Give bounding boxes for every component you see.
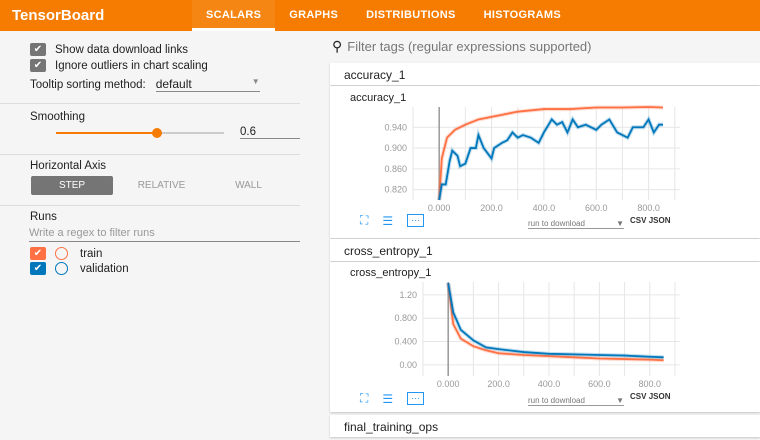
top-bar: TensorBoard SCALARS GRAPHS DISTRIBUTIONS… [0, 0, 760, 31]
tooltip-sorting-row: Tooltip sorting method: default ▼ [30, 77, 260, 92]
fit-domain-icon[interactable]: ⋯ [407, 392, 425, 405]
run-train[interactable]: ✔ train [30, 247, 102, 260]
run-label: validation [80, 262, 129, 275]
x-tick-label: 200.0 [480, 203, 503, 211]
csv-link[interactable]: CSV [630, 216, 647, 225]
chart-title: cross_entropy_1 [350, 267, 432, 279]
fullscreen-icon[interactable]: ⛶ [360, 391, 369, 405]
run-validation[interactable]: ✔ validation [30, 262, 129, 275]
run-label: train [80, 247, 103, 260]
runs-filter-input[interactable]: Write a regex to filter runs [29, 227, 300, 242]
tab-graphs[interactable]: GRAPHS [289, 9, 339, 21]
y-tick-label: 0.00 [399, 360, 417, 370]
json-link[interactable]: JSON [648, 392, 671, 401]
smoothing-value-input[interactable]: 0.6 [240, 126, 300, 139]
divider [0, 205, 300, 206]
relative-button[interactable]: RELATIVE [137, 180, 186, 191]
step-button[interactable]: STEP [31, 176, 113, 195]
series-raw-validation [446, 282, 664, 360]
y-tick-label: 0.400 [394, 337, 417, 347]
select-value: run to download [528, 396, 585, 405]
y-tick-label: 0.800 [394, 313, 417, 323]
series-line-train [447, 283, 664, 362]
fit-domain-icon[interactable]: ⋯ [407, 214, 425, 227]
circle-icon [55, 262, 68, 275]
toggle-y-log-icon[interactable]: ☰ [382, 391, 394, 406]
circle-icon [55, 247, 68, 260]
toggle-y-log-icon[interactable]: ☰ [382, 213, 394, 228]
sidebar: ✔ Show data download links ✔ Ignore outlie… [0, 31, 315, 440]
x-tick-label: 200.0 [487, 379, 510, 389]
x-tick-label: 400.0 [538, 379, 561, 389]
series-line-train [438, 106, 664, 201]
search-icon: ⚲ [332, 38, 343, 54]
checkbox-label: Ignore outliers in chart scaling [55, 59, 208, 72]
x-tick-label: 400.0 [533, 203, 556, 211]
x-tick-label: 600.0 [585, 203, 608, 211]
y-tick-label: 0.900 [384, 143, 407, 153]
tooltip-sorting-select[interactable]: default ▼ [155, 77, 260, 92]
runs-label: Runs [30, 211, 57, 223]
ignore-outliers-checkbox[interactable]: ✔ Ignore outliers in chart scaling [30, 59, 208, 72]
series-raw-validation [437, 115, 663, 201]
tab-distributions[interactable]: DISTRIBUTIONS [366, 9, 456, 21]
select-value: run to download [528, 219, 585, 228]
horizontal-axis-label: Horizontal Axis [30, 160, 107, 172]
fullscreen-icon[interactable]: ⛶ [360, 213, 369, 227]
show-download-links-checkbox[interactable]: ✔ Show data download links [30, 43, 188, 56]
tooltip-sorting-label: Tooltip sorting method: [30, 78, 146, 91]
x-tick-label: 0.000 [428, 203, 451, 211]
chevron-down-icon: ▼ [616, 219, 624, 228]
y-tick-label: 0.820 [384, 185, 407, 195]
chart-card-cross-entropy: cross_entropy_1 0.00 0.400 0.800 1.20 0.000 2… [330, 262, 760, 412]
group-header-accuracy[interactable]: accuracy_1 [330, 63, 760, 85]
x-tick-label: 800.0 [638, 379, 661, 389]
checkbox-label: Show data download links [55, 43, 188, 56]
run-to-download-select[interactable]: run to download ▼ [528, 396, 624, 406]
chart-title: accuracy_1 [350, 92, 407, 104]
chevron-down-icon: ▼ [251, 77, 260, 86]
divider [0, 103, 300, 104]
x-tick-label: 800.0 [637, 203, 660, 211]
smoothing-label: Smoothing [30, 111, 85, 123]
check-icon: ✔ [30, 59, 46, 72]
group-header-final-training-ops[interactable]: final_training_ops [330, 415, 760, 437]
app-title: TensorBoard [12, 7, 105, 24]
series-line-validation [438, 117, 663, 201]
tag-filter-input[interactable]: ⚲ Filter tags (regular expressions suppor… [332, 38, 592, 55]
y-tick-label: 0.860 [384, 164, 407, 174]
x-tick-label: 600.0 [588, 379, 611, 389]
accuracy-chart[interactable]: 0.820 0.860 0.900 0.940 0.000 200.0 400.0 600.0… [330, 86, 760, 211]
divider [0, 154, 300, 155]
smoothing-slider[interactable] [56, 128, 224, 138]
slider-knob[interactable] [152, 128, 162, 138]
run-to-download-select[interactable]: run to download ▼ [528, 219, 624, 229]
group-header-cross-entropy[interactable]: cross_entropy_1 [330, 239, 760, 261]
main-panel: ⚲ Filter tags (regular expressions suppor… [322, 31, 760, 440]
check-icon: ✔ [30, 43, 46, 56]
csv-link[interactable]: CSV [630, 392, 647, 401]
check-icon[interactable]: ✔ [30, 262, 46, 275]
x-tick-label: 0.000 [437, 379, 460, 389]
tab-scalars[interactable]: SCALARS [192, 0, 276, 31]
tab-histograms[interactable]: HISTOGRAMS [483, 9, 561, 21]
y-tick-label: 0.940 [384, 122, 407, 132]
chevron-down-icon: ▼ [616, 396, 624, 405]
json-link[interactable]: JSON [648, 216, 671, 225]
check-icon[interactable]: ✔ [30, 247, 46, 260]
cross-entropy-chart[interactable]: 0.00 0.400 0.800 1.20 0.000 200.0 400.0 600.0 80… [330, 262, 760, 392]
y-tick-label: 1.20 [399, 290, 417, 300]
chart-card-accuracy: accuracy_1 0.820 0.860 0.900 0.940 0.000 200.… [330, 86, 760, 238]
series-line-validation [447, 283, 664, 359]
select-value: default [155, 77, 192, 91]
search-placeholder: Filter tags (regular expressions support… [347, 39, 592, 54]
wall-button[interactable]: WALL [235, 180, 262, 191]
